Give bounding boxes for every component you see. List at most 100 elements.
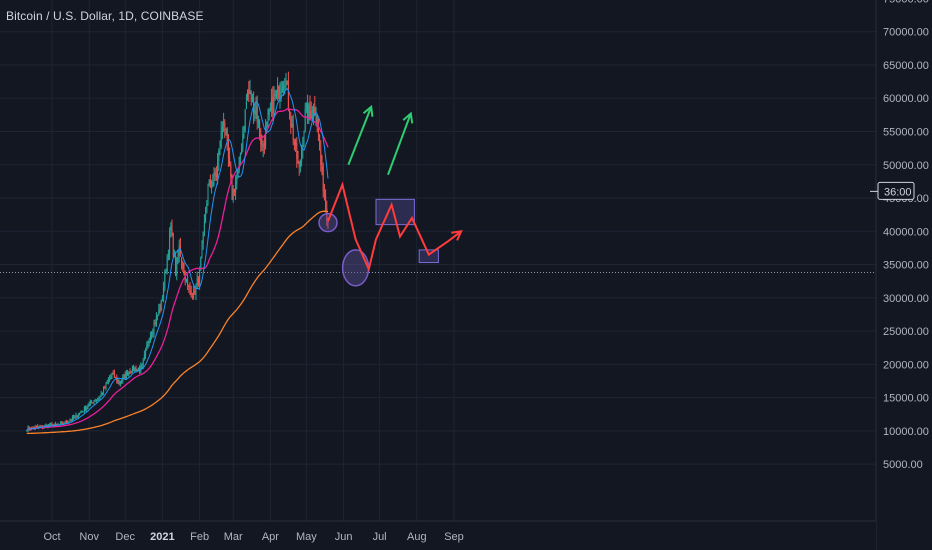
candle-body [79, 412, 81, 416]
candle-body [147, 342, 149, 345]
candle-body [167, 253, 169, 257]
x-tick-label: Oct [43, 531, 60, 543]
candle-body [64, 421, 66, 424]
candle-body [208, 180, 210, 185]
candle-body [159, 308, 161, 311]
candle-body [231, 178, 233, 200]
candle-body [299, 161, 301, 167]
candle-body [65, 421, 67, 423]
candle-body [73, 416, 75, 418]
candle-body [219, 147, 221, 150]
candle-body [193, 290, 195, 298]
candle-body [251, 96, 253, 103]
candle-body [315, 116, 317, 118]
y-tick-label: 15000.00 [883, 393, 929, 405]
highlight-circle [318, 212, 338, 233]
candle-body [281, 88, 283, 93]
candle-body [131, 366, 133, 373]
candle-body [124, 374, 126, 378]
candle-body [230, 164, 232, 177]
candle-body [116, 377, 118, 382]
candle-body [215, 174, 217, 178]
candle-body [199, 270, 201, 285]
candle-body [292, 124, 294, 141]
candle-body [209, 180, 211, 186]
candle-body [275, 90, 277, 99]
candle-body [235, 182, 237, 193]
candle-body [89, 401, 91, 405]
grid-lines [0, 0, 876, 521]
candle-body [268, 109, 270, 115]
candle-body [26, 430, 28, 432]
bullish-arrowhead [402, 111, 414, 124]
candle-body [59, 423, 61, 425]
candle-body [261, 143, 263, 146]
candle-body [287, 83, 289, 109]
candle-body [327, 220, 329, 229]
candle-body [194, 290, 196, 295]
target-zone [375, 198, 415, 226]
candle-body [37, 426, 39, 428]
candle-body [200, 257, 202, 271]
candle-body [148, 341, 150, 344]
candle-body [266, 121, 268, 128]
candle-body [135, 368, 137, 372]
candle-body [93, 401, 95, 404]
candle-body [236, 177, 238, 185]
candle-body [286, 80, 288, 85]
candle-body [118, 381, 120, 384]
x-tick-label: Dec [115, 531, 135, 543]
candle-body [302, 145, 304, 149]
candle-body [293, 140, 295, 144]
candle-body [285, 82, 287, 86]
candle-body [247, 90, 249, 100]
candle-body [250, 92, 252, 102]
candle-body [308, 104, 310, 122]
candle-body [77, 415, 79, 417]
candle-body [173, 255, 175, 257]
candle-body [80, 412, 82, 414]
candle-body [158, 309, 160, 315]
candle-body [296, 142, 298, 159]
candle-body [311, 116, 313, 119]
candle-body [142, 360, 144, 366]
candle-body [34, 426, 36, 429]
candle-body [128, 371, 130, 376]
candle-body [115, 377, 117, 379]
chart-title: Bitcoin / U.S. Dollar, 1D, COINBASE [6, 9, 204, 23]
projection-path [327, 181, 462, 273]
x-tick-label: 2021 [150, 531, 174, 543]
y-tick-label: 70000.00 [883, 27, 929, 39]
time-axis [0, 521, 876, 550]
candle-body [143, 354, 145, 361]
x-tick-label: Jun [335, 531, 353, 543]
candle-body [153, 323, 155, 333]
candle-body [106, 382, 108, 384]
candle-body [163, 286, 165, 298]
candle-body [243, 129, 245, 135]
candle-body [223, 120, 225, 126]
candle-body [295, 141, 297, 146]
candle-body [165, 270, 167, 272]
candle-body [136, 369, 138, 372]
y-tick-label: 5000.00 [883, 459, 923, 471]
x-tick-label: May [296, 531, 317, 543]
candle-body [111, 373, 113, 376]
candle-body [35, 426, 37, 428]
candle-body [189, 285, 191, 291]
candle-body [177, 254, 179, 259]
candle-body [55, 423, 57, 426]
y-tick-label: 20000.00 [883, 359, 929, 371]
y-tick-label: 40000.00 [883, 226, 929, 238]
candle-body [238, 156, 240, 171]
candle-body [155, 315, 157, 324]
candle-body [38, 426, 40, 428]
candle-body [303, 131, 305, 145]
candle-body [166, 256, 168, 272]
candle-body [190, 291, 192, 297]
candle-body [226, 127, 228, 141]
candle-body [245, 101, 247, 109]
y-tick-label: 35000.00 [883, 260, 929, 272]
